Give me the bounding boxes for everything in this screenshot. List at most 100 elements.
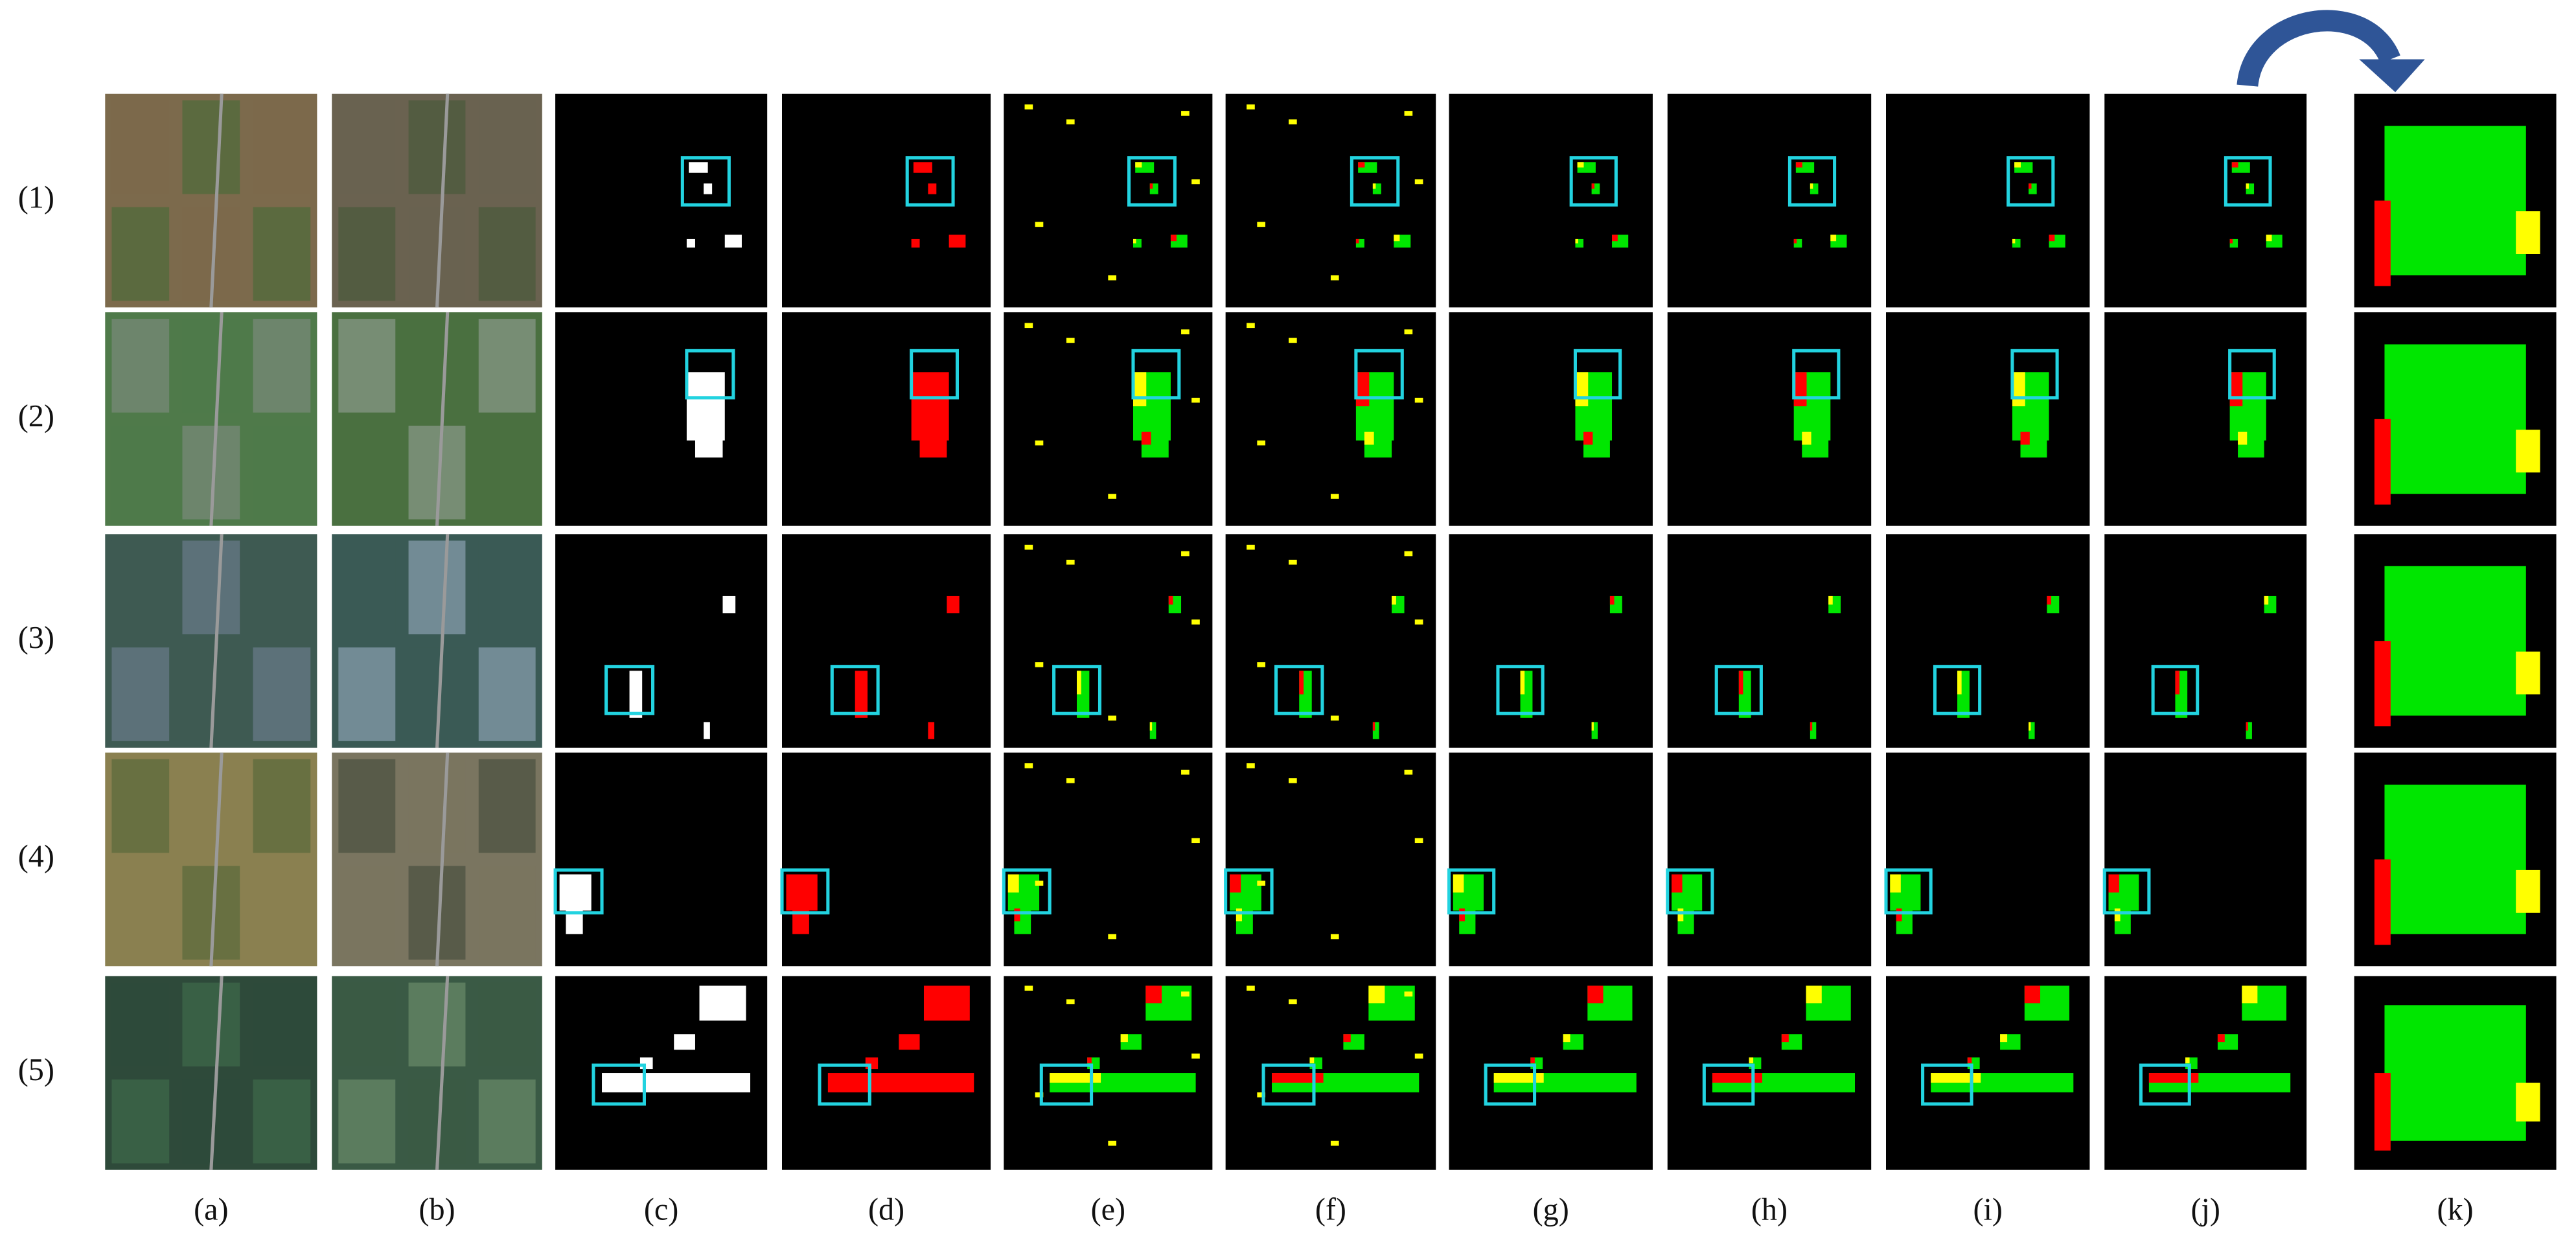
false-alarm bbox=[1191, 179, 1200, 185]
zoom-yellow bbox=[2516, 430, 2540, 473]
error-region bbox=[1781, 1034, 1789, 1042]
panel bbox=[332, 312, 542, 526]
false-alarm bbox=[1414, 1054, 1423, 1059]
highlight-box bbox=[830, 665, 880, 715]
road bbox=[209, 752, 224, 967]
panel bbox=[1449, 534, 1653, 748]
row-label: (5) bbox=[18, 1053, 54, 1087]
mask-image bbox=[555, 534, 768, 748]
false-alarm bbox=[1035, 881, 1044, 886]
field bbox=[111, 982, 170, 1066]
panel bbox=[1002, 752, 1213, 967]
error-region bbox=[1793, 372, 1807, 407]
mask-image bbox=[1667, 93, 1872, 308]
change-region bbox=[686, 372, 725, 441]
panel bbox=[2354, 976, 2557, 1170]
false-alarm bbox=[1404, 991, 1413, 996]
panel bbox=[780, 752, 991, 967]
column-label: (j) bbox=[2191, 1193, 2220, 1227]
highlight-box bbox=[2224, 156, 2272, 207]
mask-image bbox=[1667, 534, 1872, 748]
false-alarm bbox=[1024, 104, 1033, 109]
false-alarm bbox=[1108, 934, 1117, 939]
false-alarm bbox=[1066, 999, 1075, 1004]
field bbox=[338, 425, 396, 520]
field bbox=[111, 540, 170, 635]
highlight-box bbox=[1788, 156, 1837, 207]
field bbox=[253, 759, 311, 853]
highlight-box bbox=[685, 349, 735, 400]
false-alarm bbox=[1024, 544, 1033, 550]
panel bbox=[1225, 93, 1436, 308]
mask-image bbox=[1886, 312, 2090, 526]
change-region bbox=[1591, 722, 1598, 739]
panel bbox=[1886, 312, 2090, 526]
highlight-box bbox=[905, 156, 955, 207]
error-region bbox=[2175, 671, 2179, 695]
error-region bbox=[1355, 238, 1359, 244]
zoom-yellow bbox=[2516, 870, 2540, 913]
highlight-box bbox=[1714, 665, 1763, 715]
change-region bbox=[674, 1034, 695, 1050]
error-region bbox=[1050, 1073, 1101, 1083]
error-region bbox=[2114, 908, 2121, 922]
row-label: (1) bbox=[18, 181, 54, 215]
zoom-green bbox=[2384, 566, 2526, 716]
error-region bbox=[1168, 595, 1173, 605]
mask-image bbox=[555, 752, 768, 967]
change-region bbox=[923, 985, 970, 1021]
mask-image bbox=[1886, 93, 2090, 308]
field bbox=[338, 319, 396, 413]
highlight-box bbox=[1127, 156, 1177, 207]
error-region bbox=[2246, 183, 2249, 189]
false-alarm bbox=[1330, 275, 1339, 281]
error-region bbox=[1135, 162, 1142, 168]
zoom-red bbox=[2374, 859, 2391, 945]
error-region bbox=[1591, 722, 1594, 731]
error-region bbox=[2242, 985, 2258, 1004]
false-alarm bbox=[1257, 222, 1266, 227]
panel bbox=[782, 93, 991, 308]
error-region bbox=[1343, 1034, 1351, 1042]
change-region bbox=[899, 1034, 920, 1050]
error-region bbox=[1372, 183, 1376, 189]
error-region bbox=[1609, 595, 1615, 605]
error-region bbox=[1141, 432, 1151, 445]
false-alarm bbox=[1289, 338, 1297, 343]
panel bbox=[105, 312, 317, 526]
panel bbox=[1224, 752, 1436, 967]
field bbox=[478, 866, 536, 960]
false-alarm bbox=[1247, 985, 1255, 991]
error-region bbox=[2029, 183, 2032, 189]
false-alarm bbox=[1257, 440, 1266, 446]
row-label: (3) bbox=[18, 621, 54, 655]
field bbox=[338, 647, 396, 741]
field bbox=[111, 425, 170, 520]
error-region bbox=[1309, 1057, 1315, 1064]
highlight-box bbox=[2139, 1063, 2191, 1106]
field bbox=[478, 540, 536, 635]
false-alarm bbox=[1289, 119, 1297, 124]
error-region bbox=[2217, 1034, 2225, 1042]
mask-image bbox=[555, 93, 768, 308]
error-region bbox=[1299, 671, 1304, 695]
panel bbox=[1886, 93, 2090, 308]
false-alarm bbox=[1108, 494, 1117, 499]
zoom-yellow bbox=[2516, 211, 2540, 254]
error-region bbox=[1133, 372, 1147, 407]
field bbox=[111, 866, 170, 960]
highlight-box bbox=[1484, 1063, 1537, 1106]
mask-image bbox=[1449, 752, 1653, 967]
field bbox=[182, 759, 240, 853]
panel bbox=[782, 312, 991, 526]
column-label: (k) bbox=[2437, 1193, 2474, 1227]
panel bbox=[1667, 312, 1872, 526]
false-alarm bbox=[1414, 179, 1423, 185]
false-alarm bbox=[1035, 440, 1044, 446]
mask-image bbox=[1225, 312, 1436, 526]
error-region bbox=[1890, 874, 1901, 893]
error-region bbox=[2024, 985, 2041, 1004]
highlight-box bbox=[1039, 1063, 1094, 1106]
mask-image bbox=[2104, 534, 2307, 748]
false-alarm bbox=[1066, 119, 1075, 124]
